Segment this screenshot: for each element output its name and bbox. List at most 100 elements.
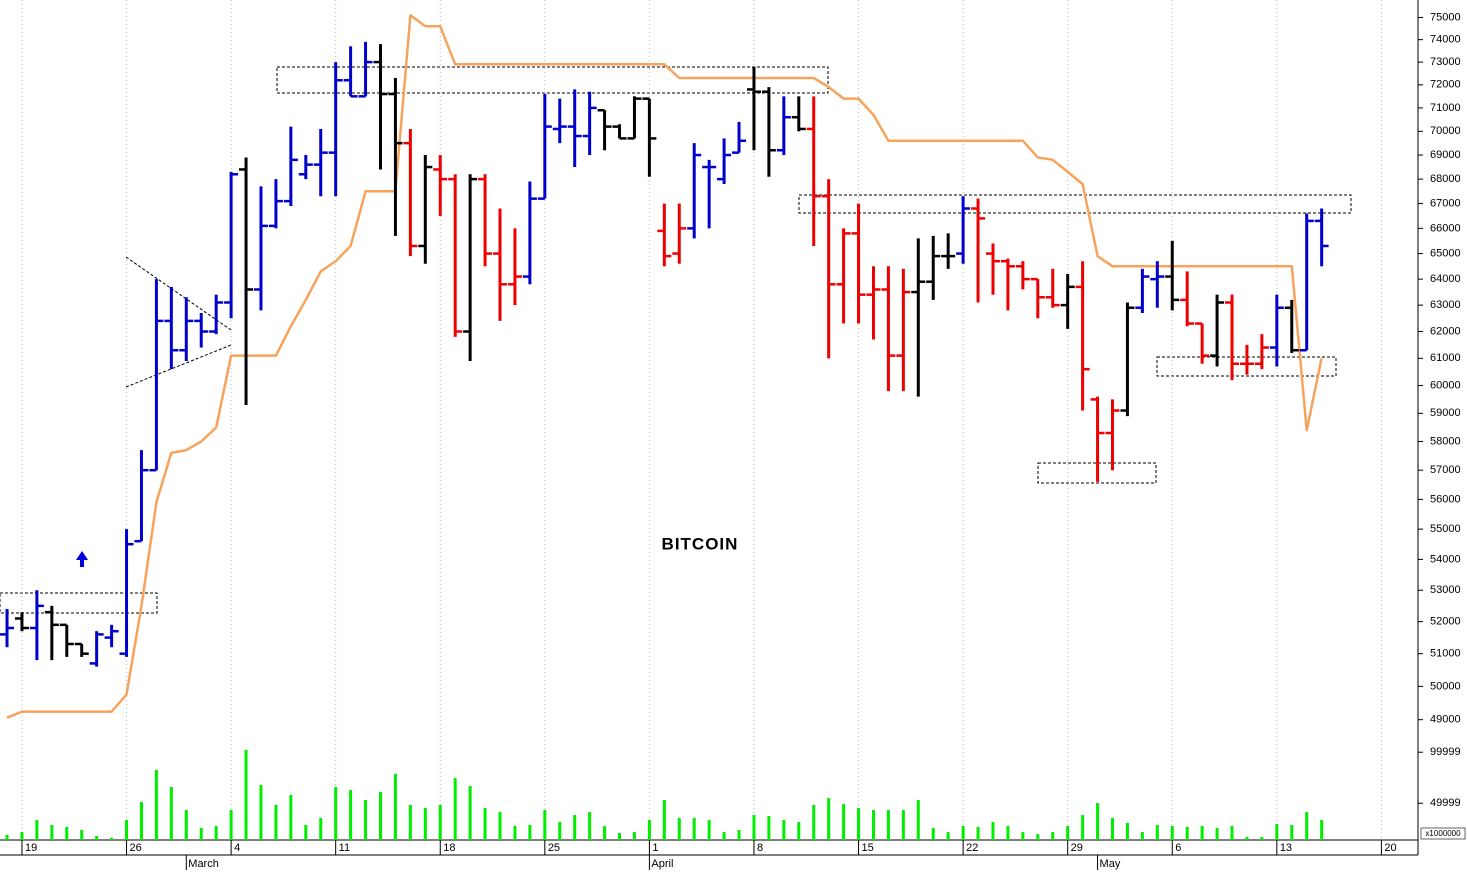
y-tick-label: 50000	[1430, 680, 1461, 692]
x-tick-label: 26	[130, 842, 142, 854]
month-label: May	[1100, 858, 1121, 870]
volume-bar	[1305, 812, 1309, 840]
y-tick-label: 55000	[1430, 523, 1461, 535]
volume-bar	[1155, 824, 1159, 840]
month-label: March	[188, 858, 219, 870]
volume-tick-label: 99999	[1430, 746, 1461, 758]
x-tick-label: 1	[652, 842, 658, 854]
volume-bar	[95, 836, 99, 840]
volume-bar	[50, 824, 54, 840]
volume-bar	[1185, 827, 1189, 840]
volume-bar	[1051, 832, 1055, 840]
y-tick-label: 64000	[1430, 273, 1461, 285]
x-tick-label: 18	[443, 842, 455, 854]
volume-bar	[692, 817, 696, 840]
y-tick-label: 58000	[1430, 435, 1461, 447]
volume-bar	[125, 819, 129, 840]
volume-bar	[498, 812, 502, 840]
volume-bar	[259, 784, 263, 840]
y-tick-label: 69000	[1430, 149, 1461, 161]
volume-bar	[423, 808, 427, 840]
volume-bar	[1110, 817, 1114, 840]
month-label: April	[651, 858, 673, 870]
volume-bar	[632, 832, 636, 840]
volume-bar	[378, 792, 382, 840]
volume-bar	[618, 832, 622, 840]
volume-bar	[408, 804, 412, 840]
volume-bar	[184, 809, 188, 840]
x-tick-label: 19	[25, 842, 37, 854]
y-tick-label: 73000	[1430, 56, 1461, 68]
volume-bar	[349, 789, 353, 840]
y-tick-label: 62000	[1430, 325, 1461, 337]
y-tick-label: 51000	[1430, 648, 1461, 660]
y-tick-label: 66000	[1430, 222, 1461, 234]
trend-line	[125, 344, 232, 388]
volume-bar	[767, 816, 771, 840]
volume-bar	[5, 834, 9, 840]
volume-bar	[662, 799, 666, 840]
y-tick-label: 68000	[1430, 173, 1461, 185]
volume-bar	[722, 832, 726, 840]
volume-bar	[1215, 827, 1219, 840]
volume-bar	[1066, 826, 1070, 840]
x-tick-label: 4	[234, 842, 240, 854]
volume-bar	[214, 826, 218, 840]
volume-bar	[827, 798, 831, 840]
volume-bar	[901, 809, 905, 840]
volume-bar	[304, 824, 308, 840]
x-tick-label: 13	[1280, 842, 1292, 854]
volume-bar	[603, 826, 607, 840]
volume-bar	[528, 824, 532, 840]
trend-line	[125, 256, 232, 331]
up-arrow	[76, 551, 88, 567]
volume-bar	[1275, 823, 1279, 840]
volume-bar	[1290, 824, 1294, 840]
x-tick-label: 6	[1175, 842, 1181, 854]
volume-bar	[1230, 826, 1234, 840]
range-box	[1037, 462, 1157, 484]
x-tick-label: 22	[966, 842, 978, 854]
unit-box	[1420, 827, 1466, 840]
volume-bar	[393, 773, 397, 840]
volume-bar	[364, 799, 368, 840]
volume-bar	[1021, 832, 1025, 840]
volume-bar	[886, 809, 890, 840]
y-tick-label: 54000	[1430, 553, 1461, 565]
volume-bar	[229, 809, 233, 840]
volume-bar	[931, 827, 935, 840]
volume-bar	[916, 799, 920, 840]
volume-bar	[1125, 822, 1129, 840]
volume-bar	[334, 787, 338, 840]
volume-bar	[1096, 803, 1100, 840]
volume-bar	[752, 814, 756, 840]
volume-bar	[199, 827, 203, 840]
volume-bar	[797, 822, 801, 840]
volume-bar	[139, 802, 143, 840]
volume-bar	[647, 819, 651, 840]
y-tick-label: 60000	[1430, 380, 1461, 392]
y-tick-label: 52000	[1430, 616, 1461, 628]
stop-line	[6, 14, 1323, 719]
volume-bar	[961, 826, 965, 840]
volume-bar	[65, 827, 69, 840]
y-tick-label: 61000	[1430, 352, 1461, 364]
y-tick-label: 59000	[1430, 407, 1461, 419]
volume-bar	[1036, 833, 1040, 840]
y-tick-label: 49000	[1430, 714, 1461, 726]
volume-bar	[558, 822, 562, 840]
x-tick-label: 8	[757, 842, 763, 854]
volume-bar	[80, 829, 84, 840]
y-tick-label: 75000	[1430, 11, 1461, 23]
volume-bar	[842, 803, 846, 840]
x-tick-label: 15	[862, 842, 874, 854]
y-tick-label: 70000	[1430, 125, 1461, 137]
volume-bar	[543, 809, 547, 840]
y-tick-label: 56000	[1430, 493, 1461, 505]
y-tick-label: 67000	[1430, 197, 1461, 209]
volume-bar	[483, 808, 487, 840]
y-tick-label: 65000	[1430, 247, 1461, 259]
volume-bar	[35, 819, 39, 840]
range-box	[276, 66, 829, 94]
